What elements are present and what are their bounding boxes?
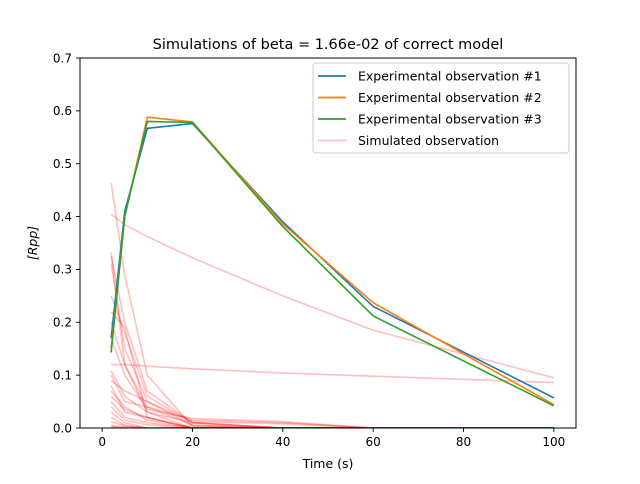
simulated-line-15 bbox=[110, 390, 554, 428]
x-axis-label: Time (s) bbox=[302, 456, 354, 471]
series-line-3 bbox=[110, 120, 555, 407]
x-tick-label-20: 20 bbox=[185, 435, 200, 449]
simulated-line-7 bbox=[110, 311, 554, 428]
y-tick-label-4: 0.4 bbox=[53, 210, 72, 224]
simulated-line-18 bbox=[110, 406, 554, 428]
simulated-line-14 bbox=[110, 385, 554, 428]
legend-box bbox=[312, 62, 570, 154]
y-tick-label-3: 0.3 bbox=[53, 263, 72, 277]
y-tick-label-1: 0.1 bbox=[53, 368, 72, 382]
x-axis-ticks: 0 20 40 60 80 100 bbox=[98, 428, 565, 449]
simulated-line-12 bbox=[110, 374, 554, 428]
x-tick-label-0: 0 bbox=[98, 435, 106, 449]
simulated-line-8 bbox=[110, 322, 554, 428]
simulated-line-5 bbox=[110, 264, 554, 428]
simulated-line-1 bbox=[110, 183, 554, 428]
legend-label-1: Experimental observation #1 bbox=[358, 69, 542, 84]
x-tick-label-100: 100 bbox=[542, 435, 565, 449]
simulated-line-21 bbox=[110, 420, 554, 428]
simulated-line-4 bbox=[110, 256, 554, 428]
simulated-line-10 bbox=[111, 363, 554, 384]
experimental-lines bbox=[110, 116, 555, 407]
y-axis-label: [Rpp] bbox=[25, 226, 40, 260]
simulated-line-16 bbox=[110, 395, 554, 428]
x-tick-label-60: 60 bbox=[366, 435, 381, 449]
chart-title: Simulations of beta = 1.66e-02 of correc… bbox=[153, 37, 504, 53]
legend: Experimental observation #1 Experimental … bbox=[312, 62, 570, 154]
simulated-line-19 bbox=[110, 411, 554, 428]
y-tick-label-7: 0.7 bbox=[53, 51, 72, 65]
simulated-line-11 bbox=[110, 370, 554, 428]
x-tick-label-40: 40 bbox=[275, 435, 290, 449]
simulated-line-22 bbox=[111, 424, 554, 428]
legend-label-4: Simulated observation bbox=[358, 133, 499, 148]
y-tick-label-5: 0.5 bbox=[53, 157, 72, 171]
legend-label-2: Experimental observation #2 bbox=[358, 90, 542, 105]
axes-frame bbox=[79, 57, 577, 429]
y-tick-label-6: 0.6 bbox=[53, 104, 72, 118]
x-tick-label-80: 80 bbox=[456, 435, 471, 449]
simulated-line-13 bbox=[110, 379, 554, 428]
simulated-line-20 bbox=[110, 416, 554, 428]
simulated-line-9 bbox=[110, 337, 554, 428]
y-axis-ticks: 0.0 0.1 0.2 0.3 0.4 0.5 0.6 0.7 bbox=[53, 51, 80, 435]
legend-label-3: Experimental observation #3 bbox=[358, 112, 542, 127]
y-tick-label-0: 0.0 bbox=[53, 421, 72, 435]
simulated-lines bbox=[110, 183, 555, 428]
simulated-line-3 bbox=[110, 252, 554, 428]
y-tick-label-2: 0.2 bbox=[53, 316, 72, 330]
simulated-line-6 bbox=[110, 295, 554, 428]
simulated-line-17 bbox=[110, 401, 554, 428]
